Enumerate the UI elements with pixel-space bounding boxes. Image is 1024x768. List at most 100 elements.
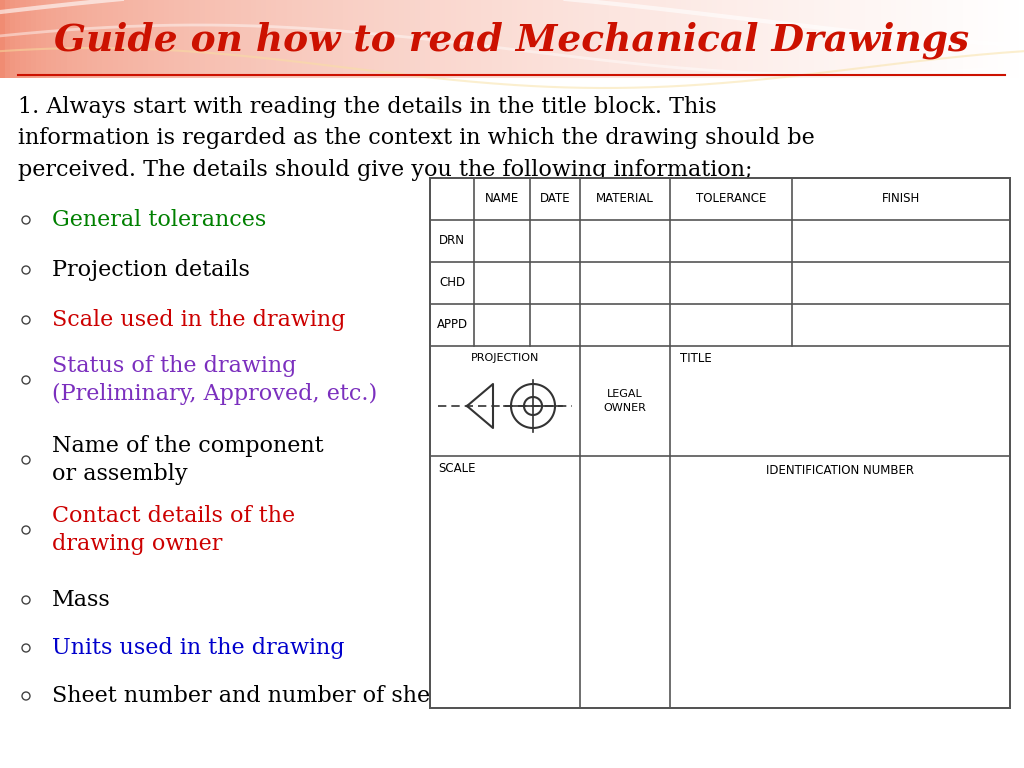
Bar [343, 0, 349, 78]
Bar [589, 0, 595, 78]
Bar [425, 0, 431, 78]
Bar [236, 0, 242, 78]
Bar [881, 0, 887, 78]
Bar [0, 0, 6, 78]
Text: Status of the drawing
(Preliminary, Approved, etc.): Status of the drawing (Preliminary, Appr… [52, 355, 377, 405]
Bar [865, 0, 871, 78]
Bar [61, 0, 68, 78]
Bar [840, 0, 846, 78]
Bar [256, 0, 262, 78]
Text: APPD: APPD [436, 319, 468, 332]
Bar [655, 0, 662, 78]
Text: FINISH: FINISH [882, 193, 921, 206]
Bar [788, 0, 795, 78]
Text: MATERIAL: MATERIAL [596, 193, 654, 206]
Bar [143, 0, 150, 78]
Bar [635, 0, 641, 78]
Bar [620, 0, 626, 78]
Bar [845, 0, 851, 78]
Bar [307, 0, 313, 78]
Bar [691, 0, 697, 78]
Bar [676, 0, 682, 78]
Bar [916, 0, 923, 78]
Bar [420, 0, 426, 78]
Bar [819, 0, 825, 78]
Bar [486, 0, 493, 78]
Text: Units used in the drawing: Units used in the drawing [52, 637, 344, 659]
Bar [814, 0, 820, 78]
Bar [154, 0, 160, 78]
Bar [993, 0, 999, 78]
Bar [742, 0, 749, 78]
Bar [543, 0, 549, 78]
Bar [630, 0, 636, 78]
Bar [778, 0, 784, 78]
Bar [210, 0, 216, 78]
Bar [92, 0, 98, 78]
Bar [133, 0, 139, 78]
Bar [364, 0, 370, 78]
Text: Scale used in the drawing: Scale used in the drawing [52, 309, 345, 331]
Bar [625, 0, 631, 78]
Bar [727, 0, 733, 78]
Bar [876, 0, 882, 78]
Bar [476, 0, 482, 78]
Text: Projection details: Projection details [52, 259, 250, 281]
Bar [430, 0, 436, 78]
Bar [650, 0, 656, 78]
Bar [46, 0, 52, 78]
Bar [696, 0, 702, 78]
Bar [261, 0, 267, 78]
Bar [748, 0, 754, 78]
Bar [108, 0, 114, 78]
Bar [461, 0, 467, 78]
Text: 1. Always start with reading the details in the title block. This
information is: 1. Always start with reading the details… [18, 96, 815, 180]
Text: General tolerances: General tolerances [52, 209, 266, 231]
Bar [113, 0, 119, 78]
Bar [492, 0, 498, 78]
Text: LEGAL
OWNER: LEGAL OWNER [603, 389, 646, 412]
Bar [358, 0, 365, 78]
Bar [220, 0, 226, 78]
Bar [614, 0, 621, 78]
Bar [404, 0, 411, 78]
Bar [67, 0, 73, 78]
Bar [942, 0, 948, 78]
Bar [978, 0, 984, 78]
Bar [410, 0, 416, 78]
Bar [440, 0, 446, 78]
Text: PROJECTION: PROJECTION [471, 353, 540, 363]
Bar [645, 0, 651, 78]
Bar [399, 0, 406, 78]
Bar [10, 0, 16, 78]
Bar [568, 0, 574, 78]
Bar [988, 0, 994, 78]
Bar [379, 0, 385, 78]
Bar [507, 0, 513, 78]
Bar [963, 0, 969, 78]
Bar [328, 0, 334, 78]
Bar [998, 0, 1005, 78]
Bar [72, 0, 78, 78]
Bar [763, 0, 769, 78]
Bar [911, 0, 918, 78]
Bar [215, 0, 221, 78]
Bar [558, 0, 564, 78]
Bar [374, 0, 380, 78]
Bar [445, 0, 452, 78]
Bar [333, 0, 339, 78]
Bar [369, 0, 375, 78]
Bar [701, 0, 708, 78]
Text: Mass: Mass [52, 589, 111, 611]
Bar [737, 0, 743, 78]
Bar [512, 0, 518, 78]
Text: Contact details of the
drawing owner: Contact details of the drawing owner [52, 505, 295, 555]
Bar [323, 0, 329, 78]
Text: TOLERANCE: TOLERANCE [696, 193, 766, 206]
Bar [456, 0, 462, 78]
Bar [952, 0, 958, 78]
Bar [666, 0, 672, 78]
Bar [522, 0, 528, 78]
Text: CHD: CHD [439, 276, 465, 290]
Bar [891, 0, 897, 78]
